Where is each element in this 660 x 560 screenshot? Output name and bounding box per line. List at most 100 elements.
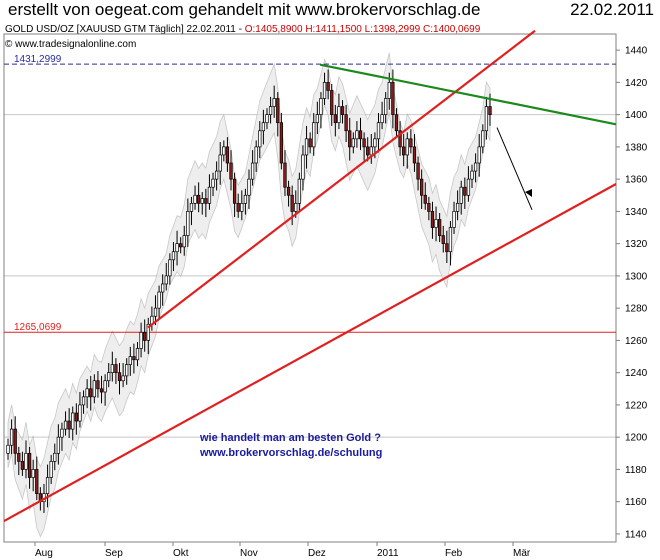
promo-annotation: wie handelt man am besten Gold ? www.brok… [199,432,382,459]
candle-body [193,194,197,204]
level-label: 1431,2999 [14,54,62,65]
candle-body [297,178,302,204]
candle-body [182,235,186,248]
candle-body [445,243,449,253]
candle-body [279,122,284,164]
forecast-arrowhead [525,189,532,197]
candle-body [477,146,481,164]
candle-body [13,428,17,454]
candle-body [405,138,409,156]
candle-body [294,202,298,212]
candle-body [430,211,435,228]
candle-body [225,146,230,164]
forecast-arrow [496,127,533,210]
candle-body [243,194,248,204]
y-tick-label: 1260 [625,336,648,347]
x-tick-label: Nov [240,548,258,559]
candles [6,69,492,513]
candle-body [207,186,212,204]
candle-body [74,412,78,422]
candle-body [473,162,478,172]
candle-body [135,348,140,361]
candle-body [258,130,262,148]
header-title: erstellt von oegeat.com gehandelt mit ww… [8,0,481,19]
candle-body [286,186,291,196]
candle-body [157,291,161,309]
support-trendline [3,183,617,522]
candle-body [358,130,363,140]
candle-body [186,211,190,236]
candle-body [265,114,269,124]
y-tick-label: 1420 [625,78,648,89]
candle-body [128,356,132,365]
candle-body [333,114,337,124]
y-axis: 1140 1160 1180 1200 1220 1240 1260 1280 1300 1320… [616,46,648,540]
trendlines [3,29,617,522]
candle-body [301,154,305,180]
candle-body [276,98,280,124]
candle-body [412,146,417,164]
plot-frame [3,33,617,543]
candle-body [373,138,377,148]
y-tick-label: 1180 [625,465,647,476]
candle-body [402,146,406,156]
candle-body [9,428,14,446]
y-tick-label: 1240 [625,368,648,379]
candle-body [236,202,240,212]
candle-body [204,198,208,204]
candle-body [110,364,114,374]
candle-body [322,82,327,99]
x-tick-label: Sep [105,548,123,559]
y-tick-label: 1380 [625,142,648,153]
channel-trendline [147,29,536,329]
volatility-band [7,52,491,538]
candle-body [250,162,255,180]
candle-body [81,396,86,406]
grid-lines [4,114,616,438]
x-tick-label: Aug [35,548,53,559]
candle-body [24,452,28,470]
candle-body [369,146,373,156]
candle-body [409,138,413,148]
candle-body [488,106,492,115]
candle-body [261,122,266,132]
candle-body [254,146,258,164]
candle-body [229,162,233,180]
candle-body [481,130,485,148]
candle-body [283,162,287,188]
candle-body [78,404,82,422]
candle-body [164,275,168,285]
y-tick-label: 1440 [625,46,648,57]
y-tick-label: 1320 [625,239,648,250]
candle-body [319,98,323,115]
y-tick-label: 1160 [625,497,647,508]
candle-body [366,146,370,156]
x-tick-label: Feb [445,548,463,559]
candle-body [272,98,276,107]
candle-body [459,186,463,204]
candle-body [143,331,147,341]
candle-body [351,138,355,148]
candle-body [337,106,341,124]
candle-body [53,452,57,462]
y-tick-label: 1300 [625,271,648,282]
band-area [7,52,491,538]
candle-body [344,114,348,132]
promo-line: wie handelt man am besten Gold ? [199,432,381,444]
candle-body [63,420,68,430]
candle-body [455,202,460,212]
candle-body [326,82,330,91]
source-credit: © www.tradesignalonline.com [5,39,137,50]
candle-body [31,469,35,478]
candle-body [139,331,143,349]
candle-body [99,388,104,393]
candle-body [330,90,334,115]
candle-body [437,219,442,236]
candle-body [362,138,366,148]
candle-body [114,364,118,374]
x-tick-label: 2011 [377,548,399,559]
candle-body [56,436,61,454]
candle-body [196,194,201,204]
candle-body [89,388,93,398]
candle-body [92,380,96,398]
